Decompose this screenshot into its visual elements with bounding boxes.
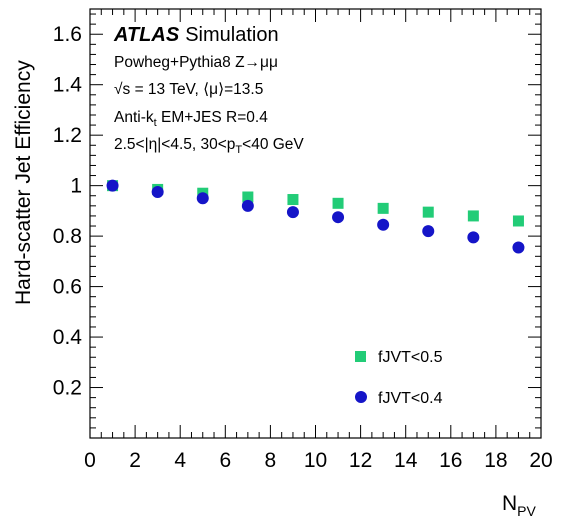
legend-label-fjvt04: fJVT<0.4 <box>378 390 443 407</box>
y-tick-label: 1.6 <box>53 23 82 46</box>
jet-algorithm-annotation: Anti-kt EM+JES R=0.4 <box>114 109 268 129</box>
x-tick-label: 4 <box>174 449 186 472</box>
x-axis-tick-labels: 0 2 4 6 8 10 12 14 16 18 20 <box>84 449 553 472</box>
x-tick-label: 12 <box>349 449 372 472</box>
y-tick-label: 1.4 <box>53 74 83 97</box>
energy-annotation: √s = 13 TeV, ⟨μ⟩=13.5 <box>114 81 263 98</box>
y-tick-label: 1 <box>70 175 82 198</box>
kinematic-cuts-annotation: 2.5<|η|<4.5, 30<pT<40 GeV <box>114 136 304 156</box>
x-axis-ticks <box>89 9 542 438</box>
y-tick-label: 0.4 <box>53 326 83 349</box>
x-tick-label: 10 <box>304 449 327 472</box>
x-tick-label: 14 <box>394 449 418 472</box>
data-point-fjvt04 <box>332 211 345 224</box>
legend-label-fjvt05: fJVT<0.5 <box>378 349 443 366</box>
data-point-fjvt04 <box>196 192 209 205</box>
data-point-fjvt05 <box>422 206 434 218</box>
data-point-fjvt04 <box>106 179 119 192</box>
x-tick-label: 0 <box>84 449 96 472</box>
y-tick-label: 0.2 <box>53 377 82 400</box>
data-point-fjvt04 <box>512 241 525 254</box>
y-axis-title: Hard-scatter Jet Efficiency <box>12 60 35 305</box>
legend-marker-fjvt05 <box>355 351 366 362</box>
y-tick-label: 0.8 <box>53 225 82 248</box>
data-point-fjvt05 <box>332 197 344 209</box>
x-tick-label: 6 <box>219 449 231 472</box>
data-point-fjvt04 <box>241 199 254 212</box>
data-point-fjvt05 <box>287 194 299 206</box>
x-axis-title: NPV <box>502 492 537 519</box>
atlas-label: ATLAS Simulation <box>113 24 279 46</box>
data-point-fjvt04 <box>467 231 480 244</box>
data-point-fjvt04 <box>286 206 299 219</box>
y-axis-ticks <box>90 13 541 439</box>
x-tick-label: 2 <box>129 449 141 472</box>
legend: fJVT<0.5 fJVT<0.4 <box>355 349 443 407</box>
data-point-fjvt04 <box>377 218 390 231</box>
data-point-fjvt05 <box>467 210 479 222</box>
data-point-fjvt05 <box>242 191 254 203</box>
x-tick-label: 18 <box>484 449 507 472</box>
x-tick-label: 20 <box>529 449 552 472</box>
legend-marker-fjvt04 <box>355 391 367 403</box>
data-point-fjvt05 <box>377 202 389 214</box>
data-points <box>106 179 525 254</box>
y-axis-tick-labels: 0.2 0.4 0.6 0.8 1 1.2 1.4 1.6 <box>53 23 83 399</box>
y-tick-label: 1.2 <box>53 124 82 147</box>
plot-frame <box>89 8 542 439</box>
data-point-fjvt04 <box>151 185 164 198</box>
x-tick-label: 16 <box>439 449 462 472</box>
generator-annotation: Powheg+Pythia8 Z→μμ <box>114 54 278 71</box>
x-tick-label: 8 <box>265 449 277 472</box>
data-point-fjvt04 <box>422 225 435 238</box>
data-point-fjvt05 <box>512 215 524 227</box>
y-tick-label: 0.6 <box>53 276 82 299</box>
